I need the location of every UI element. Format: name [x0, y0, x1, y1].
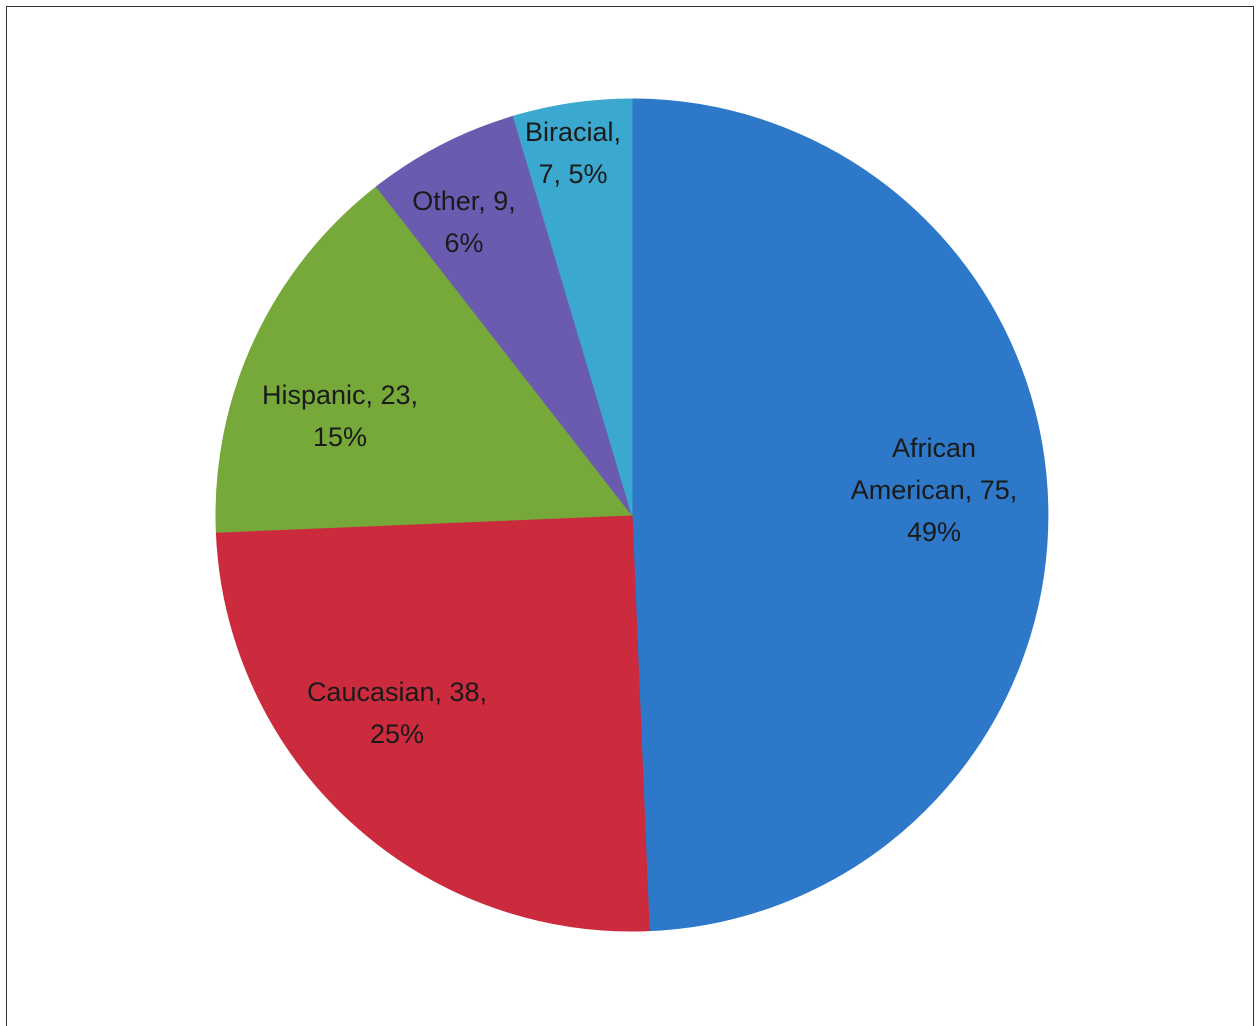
data-label-line: 6%: [444, 228, 483, 258]
data-label-biracial: Biracial, 7, 5%: [525, 117, 621, 189]
data-label-line: Caucasian, 38,: [307, 677, 487, 707]
data-label-line: 25%: [370, 719, 424, 749]
data-label-hispanic: Hispanic, 23, 15%: [262, 380, 418, 452]
data-label-line: 15%: [313, 422, 367, 452]
data-label-line: 49%: [907, 517, 961, 547]
data-label-line: Other, 9,: [412, 186, 516, 216]
chart-frame: [6, 6, 1254, 1026]
data-label-line: Hispanic, 23,: [262, 380, 418, 410]
data-label-african-american: African American, 75, 49%: [851, 433, 1018, 547]
data-label-caucasian: Caucasian, 38, 25%: [307, 677, 487, 749]
pie-slice-hispanic: [215, 186, 633, 533]
data-label-line: 7, 5%: [538, 159, 607, 189]
pie-slice-biracial: [512, 98, 633, 516]
data-label-line: American, 75,: [851, 475, 1018, 505]
pie-slice-caucasian: [215, 514, 650, 932]
pie-slice-african-american: [631, 98, 1049, 932]
data-label-line: African: [892, 433, 976, 463]
data-label-line: Biracial,: [525, 117, 621, 147]
pie-slice-other: [375, 115, 633, 516]
data-label-other: Other, 9, 6%: [412, 186, 516, 258]
